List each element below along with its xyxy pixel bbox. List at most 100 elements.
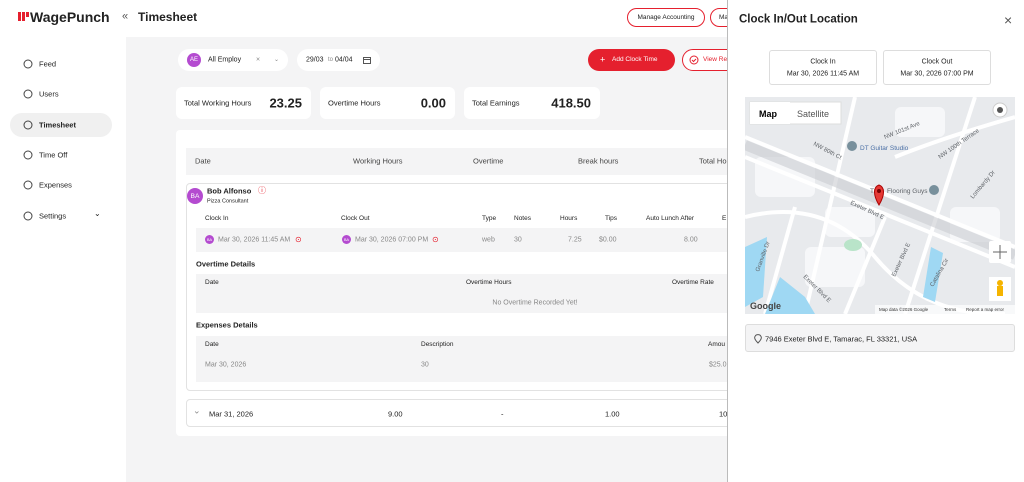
- map-label: T: [870, 188, 874, 195]
- label: Clock Out: [921, 58, 953, 66]
- manage-accounting-button[interactable]: Manage Accounting: [627, 8, 705, 27]
- nav-icon: [23, 59, 33, 69]
- expand[interactable]: ⌄: [193, 405, 201, 416]
- info-icon[interactable]: ⓘ: [258, 186, 266, 195]
- entry-notes: 30: [514, 236, 522, 244]
- map-report[interactable]: Report a map error: [966, 307, 1005, 312]
- map-terms[interactable]: Terms: [944, 307, 957, 312]
- stat-card: Total Earnings 418.50: [464, 87, 600, 119]
- calendar-icon: [363, 57, 371, 64]
- button-label: View Re: [703, 55, 728, 63]
- nav-active: [10, 113, 112, 137]
- avatar: BA: [205, 235, 214, 244]
- clock-in: Mar 30, 2026 11:45 AM: [218, 236, 291, 244]
- expenses-box: [196, 336, 736, 382]
- chevron[interactable]: ⌄: [94, 209, 101, 218]
- entry-column: Auto Lunch After: [646, 214, 695, 222]
- address-box: 7946 Exeter Blvd E, Tamarac, FL 33321, U…: [745, 324, 1015, 352]
- column-header: Date: [195, 156, 211, 166]
- nav-icon: [23, 120, 33, 130]
- empty-message: No Overtime Recorded Yet!: [492, 299, 578, 307]
- entry-row: [196, 228, 736, 252]
- day-cell: 1.00: [605, 409, 620, 419]
- nav-item[interactable]: Expenses: [39, 180, 72, 190]
- employee-name: Bob Alfonso: [207, 186, 252, 196]
- stat-label: Total Working Hours: [184, 98, 252, 108]
- expense-cell: $25.0: [709, 361, 727, 369]
- button-label: Ma: [719, 13, 729, 21]
- entry-column: Hours: [560, 214, 578, 222]
- collapse[interactable]: «: [122, 10, 129, 23]
- day-cell: Mar 31, 2026: [209, 409, 254, 419]
- day-cell: 10: [719, 409, 727, 419]
- pin-icon: [754, 334, 762, 344]
- column-header: Working Hours: [353, 156, 403, 166]
- map-tab[interactable]: Satellite: [797, 109, 829, 119]
- map-logo: Google: [750, 301, 781, 311]
- avatar: BA: [187, 188, 203, 204]
- overtime-column: Overtime Rate: [672, 278, 714, 286]
- nav-item[interactable]: Timesheet: [39, 120, 76, 130]
- overtime-column: Overtime Hours: [466, 278, 512, 286]
- stat-label: Overtime Hours: [328, 98, 381, 108]
- stat-value: 0.00: [420, 95, 446, 111]
- logo-icon: [18, 12, 29, 21]
- entry-tips: $0.00: [599, 236, 617, 244]
- nav-icon: [23, 211, 33, 221]
- section-title: Overtime Details: [196, 259, 256, 269]
- day-cell: 9.00: [388, 409, 403, 419]
- avatar: BA: [342, 235, 351, 244]
- add-clock-time-button[interactable]: + Add Clock Time: [588, 49, 675, 71]
- plus-icon: +: [600, 54, 606, 65]
- chevron[interactable]: ⌄: [274, 57, 280, 63]
- employee-select[interactable]: AE All Employ × ⌄: [178, 49, 288, 71]
- button-label: Add Clock Time: [612, 55, 658, 63]
- stat-card: Total Working Hours 23.25: [176, 87, 311, 119]
- location-icon[interactable]: ⊙: [295, 235, 302, 244]
- section-title: Expenses Details: [196, 320, 258, 330]
- date-range[interactable]: 29/03 to 04/04: [297, 49, 380, 71]
- location-icon[interactable]: ⊙: [432, 235, 439, 244]
- column-header: Total Ho: [699, 156, 727, 166]
- entry-type: web: [482, 236, 495, 244]
- stat-label: Total Earnings: [472, 98, 520, 108]
- date-to: 04/04: [335, 56, 353, 64]
- entry-auto-lunch-after: 8.00: [684, 236, 698, 244]
- expense-column: Amou: [708, 340, 725, 348]
- employee-value: All Employ: [208, 56, 242, 64]
- expense-cell: 30: [421, 361, 429, 369]
- main: AE All Employ × ⌄ 29/03 to 04/04 + Add C…: [126, 37, 742, 482]
- map-tab[interactable]: Map: [759, 109, 778, 119]
- expense-cell: Mar 30, 2026: [205, 361, 247, 369]
- map-attribution: Map data ©2026 Google: [879, 306, 929, 312]
- close[interactable]: ×: [1004, 12, 1013, 28]
- date-sep: to: [328, 57, 334, 63]
- nav-item[interactable]: Feed: [39, 59, 57, 69]
- stat-card: Overtime Hours 0.00: [320, 87, 455, 119]
- clear[interactable]: ×: [256, 56, 261, 64]
- stat-value: 23.25: [269, 95, 302, 111]
- table-header: [186, 148, 736, 175]
- nav-item[interactable]: Settings: [39, 211, 67, 221]
- entry-column: Tips: [605, 214, 618, 222]
- address: 7946 Exeter Blvd E, Tamarac, FL 33321, U…: [765, 334, 918, 344]
- employee-role: Pizza Consultant: [207, 198, 249, 205]
- entry-column: Clock In: [205, 214, 229, 222]
- entry-column: Type: [482, 214, 497, 222]
- time: Mar 30, 2026 11:45 AM: [786, 70, 860, 78]
- clock-out-box: Clock Out Mar 30, 2026 07:00 PM: [883, 50, 991, 85]
- map-label: Flooring Guys: [887, 188, 928, 195]
- clock-in-box: Clock In Mar 30, 2026 11:45 AM: [769, 50, 877, 85]
- location-panel: Clock In/Out Location × Clock In Mar 30,…: [727, 0, 1024, 482]
- entry-column: Notes: [514, 214, 531, 222]
- overtime-box: [196, 274, 736, 313]
- logo: WagePunch: [30, 9, 110, 25]
- expense-column: Description: [421, 340, 454, 348]
- table: Date Working Hours Overtime Break hours Tota…: [187, 156, 727, 419]
- label: Clock In: [810, 58, 836, 66]
- nav-item[interactable]: Time Off: [39, 150, 68, 160]
- nav-item[interactable]: Users: [39, 89, 59, 99]
- clock-out: Mar 30, 2026 07:00 PM: [355, 236, 429, 244]
- day-cell: -: [501, 409, 504, 419]
